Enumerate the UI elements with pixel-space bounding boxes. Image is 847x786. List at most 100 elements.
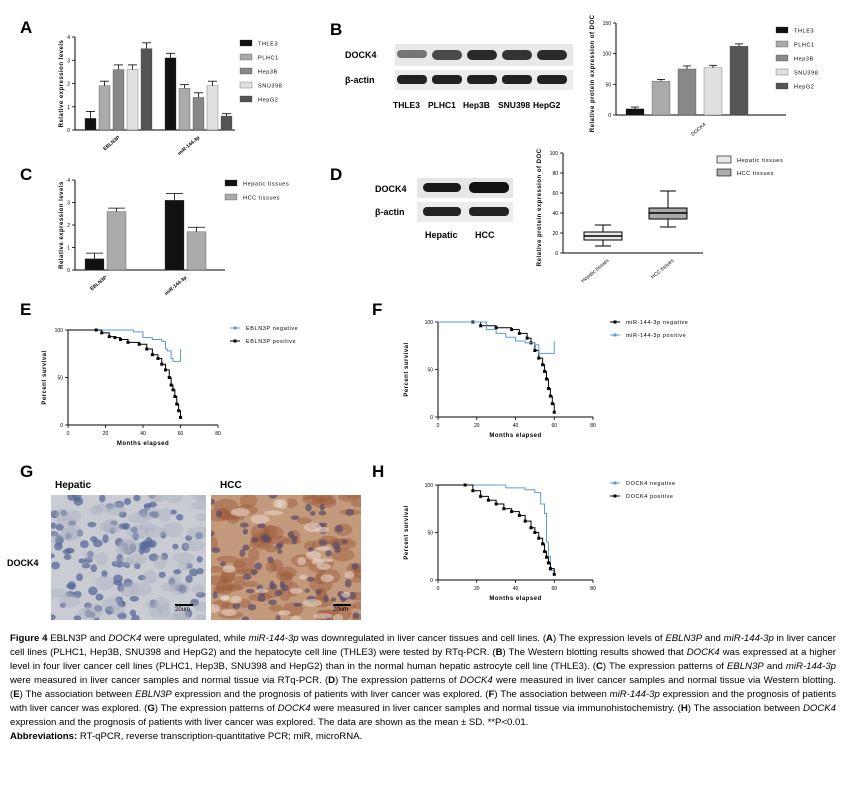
nucleus bbox=[173, 569, 182, 575]
caption-gene: miR-144-3p bbox=[248, 633, 299, 644]
cytoplasm bbox=[144, 526, 167, 538]
panel-letter-a: A bbox=[20, 18, 33, 37]
censor-mark bbox=[479, 324, 483, 328]
nucleus bbox=[239, 549, 246, 558]
legend-label: HepG2 bbox=[794, 85, 814, 91]
caption-fig-label: Figure 4 bbox=[10, 633, 48, 644]
censor-mark bbox=[113, 336, 117, 340]
cytoplasm bbox=[190, 495, 206, 501]
clear-space bbox=[298, 574, 308, 580]
legend-swatch bbox=[775, 68, 789, 76]
nucleus bbox=[55, 523, 64, 531]
censor-mark bbox=[179, 415, 182, 419]
clear-space bbox=[276, 499, 288, 509]
clear-space bbox=[289, 587, 303, 594]
clear-space bbox=[211, 603, 220, 613]
cytoplasm bbox=[95, 552, 109, 566]
band-dock4 bbox=[537, 50, 567, 61]
legend-marker bbox=[233, 339, 237, 343]
cytoplasm bbox=[170, 582, 191, 595]
nucleus bbox=[315, 589, 322, 595]
nucleus bbox=[92, 539, 103, 548]
legend-marker bbox=[233, 326, 237, 330]
censor-mark bbox=[100, 331, 104, 335]
nucleus bbox=[344, 579, 352, 588]
x-tick-label: 40 bbox=[140, 431, 146, 437]
cytoplasm bbox=[89, 505, 104, 516]
cytoplasm bbox=[103, 518, 120, 534]
caption-text: was expressed at a higher level in four … bbox=[10, 647, 836, 672]
nucleus bbox=[138, 509, 148, 517]
y-tick-label: 0 bbox=[60, 423, 63, 429]
bar bbox=[98, 85, 111, 131]
y-tick-label: 100 bbox=[550, 151, 559, 157]
nucleus bbox=[95, 593, 104, 601]
caption-panel-ref: H bbox=[680, 703, 688, 714]
cytoplasm bbox=[126, 554, 148, 565]
nucleus bbox=[185, 575, 193, 583]
clear-space bbox=[320, 574, 334, 583]
cytoplasm bbox=[55, 508, 69, 522]
y-tick-label: 20 bbox=[552, 231, 558, 237]
y-tick-label: 4 bbox=[67, 178, 70, 184]
stained-cytoplasm bbox=[248, 548, 260, 562]
nucleus bbox=[124, 546, 134, 555]
censor-mark bbox=[171, 388, 175, 392]
y-tick-label: 0 bbox=[555, 251, 558, 257]
y-axis-title: Percent survival bbox=[42, 350, 48, 404]
legend-swatch bbox=[239, 81, 253, 89]
nucleus bbox=[129, 609, 137, 617]
censor-mark bbox=[543, 550, 547, 553]
cytoplasm bbox=[167, 574, 181, 589]
nucleus bbox=[51, 561, 60, 570]
cytoplasm bbox=[183, 539, 206, 552]
stained-cytoplasm bbox=[211, 566, 225, 573]
nucleus bbox=[181, 542, 190, 551]
censor-mark bbox=[523, 519, 527, 523]
y-tick-label: 0 bbox=[67, 128, 70, 134]
panel-e-survival-plot: 0 50 100 Percent survival 0 20 40 60 80 Months el… bbox=[42, 326, 298, 447]
panel-b-western-blot: DOCK4 β-actin THLE3 PLHC1 Hep3B SNU398 HepG2 bbox=[345, 30, 585, 120]
panel-letter-d: D bbox=[330, 165, 343, 184]
bar bbox=[106, 211, 127, 271]
figure-caption: Figure 4 EBLN3P and DOCK4 were upregulat… bbox=[10, 632, 836, 744]
nucleus bbox=[59, 602, 67, 608]
legend-swatch bbox=[224, 193, 238, 201]
cytoplasm bbox=[119, 539, 141, 554]
x-tick-label: 60 bbox=[551, 586, 557, 592]
nucleus bbox=[76, 573, 83, 582]
censor-mark bbox=[525, 336, 529, 340]
band-dock4 bbox=[467, 50, 497, 61]
y-tick-label: 100 bbox=[603, 52, 612, 58]
cytoplasm bbox=[148, 604, 164, 619]
lane-label-hepatic: Hepatic bbox=[425, 230, 458, 240]
stained-cytoplasm bbox=[318, 495, 336, 505]
y-tick-label: 50 bbox=[57, 376, 63, 382]
nucleus bbox=[161, 552, 168, 561]
censor-mark bbox=[546, 387, 550, 390]
stained-cytoplasm bbox=[233, 557, 255, 574]
censor-mark bbox=[167, 376, 171, 379]
cytoplasm bbox=[153, 495, 167, 503]
nucleus bbox=[275, 543, 283, 550]
nucleus bbox=[242, 544, 250, 551]
y-tick-label: 4 bbox=[67, 35, 70, 41]
band-actin bbox=[432, 75, 462, 84]
band-actin bbox=[537, 75, 567, 84]
nucleus bbox=[158, 571, 166, 579]
nucleus bbox=[65, 591, 76, 598]
bar bbox=[625, 108, 645, 116]
bar bbox=[84, 258, 105, 271]
wb-label-beta-actin: β-actin bbox=[375, 207, 405, 217]
censor-mark bbox=[552, 410, 556, 414]
legend-label: PLHC1 bbox=[794, 43, 815, 49]
nucleus bbox=[62, 549, 72, 555]
legend-swatch bbox=[716, 168, 732, 177]
x-tick-label: 80 bbox=[215, 431, 221, 437]
nucleus bbox=[133, 495, 141, 502]
nucleus bbox=[148, 553, 159, 562]
nucleus bbox=[245, 588, 255, 594]
cytoplasm bbox=[61, 526, 79, 542]
censor-mark bbox=[156, 357, 160, 360]
band-actin bbox=[502, 75, 532, 84]
